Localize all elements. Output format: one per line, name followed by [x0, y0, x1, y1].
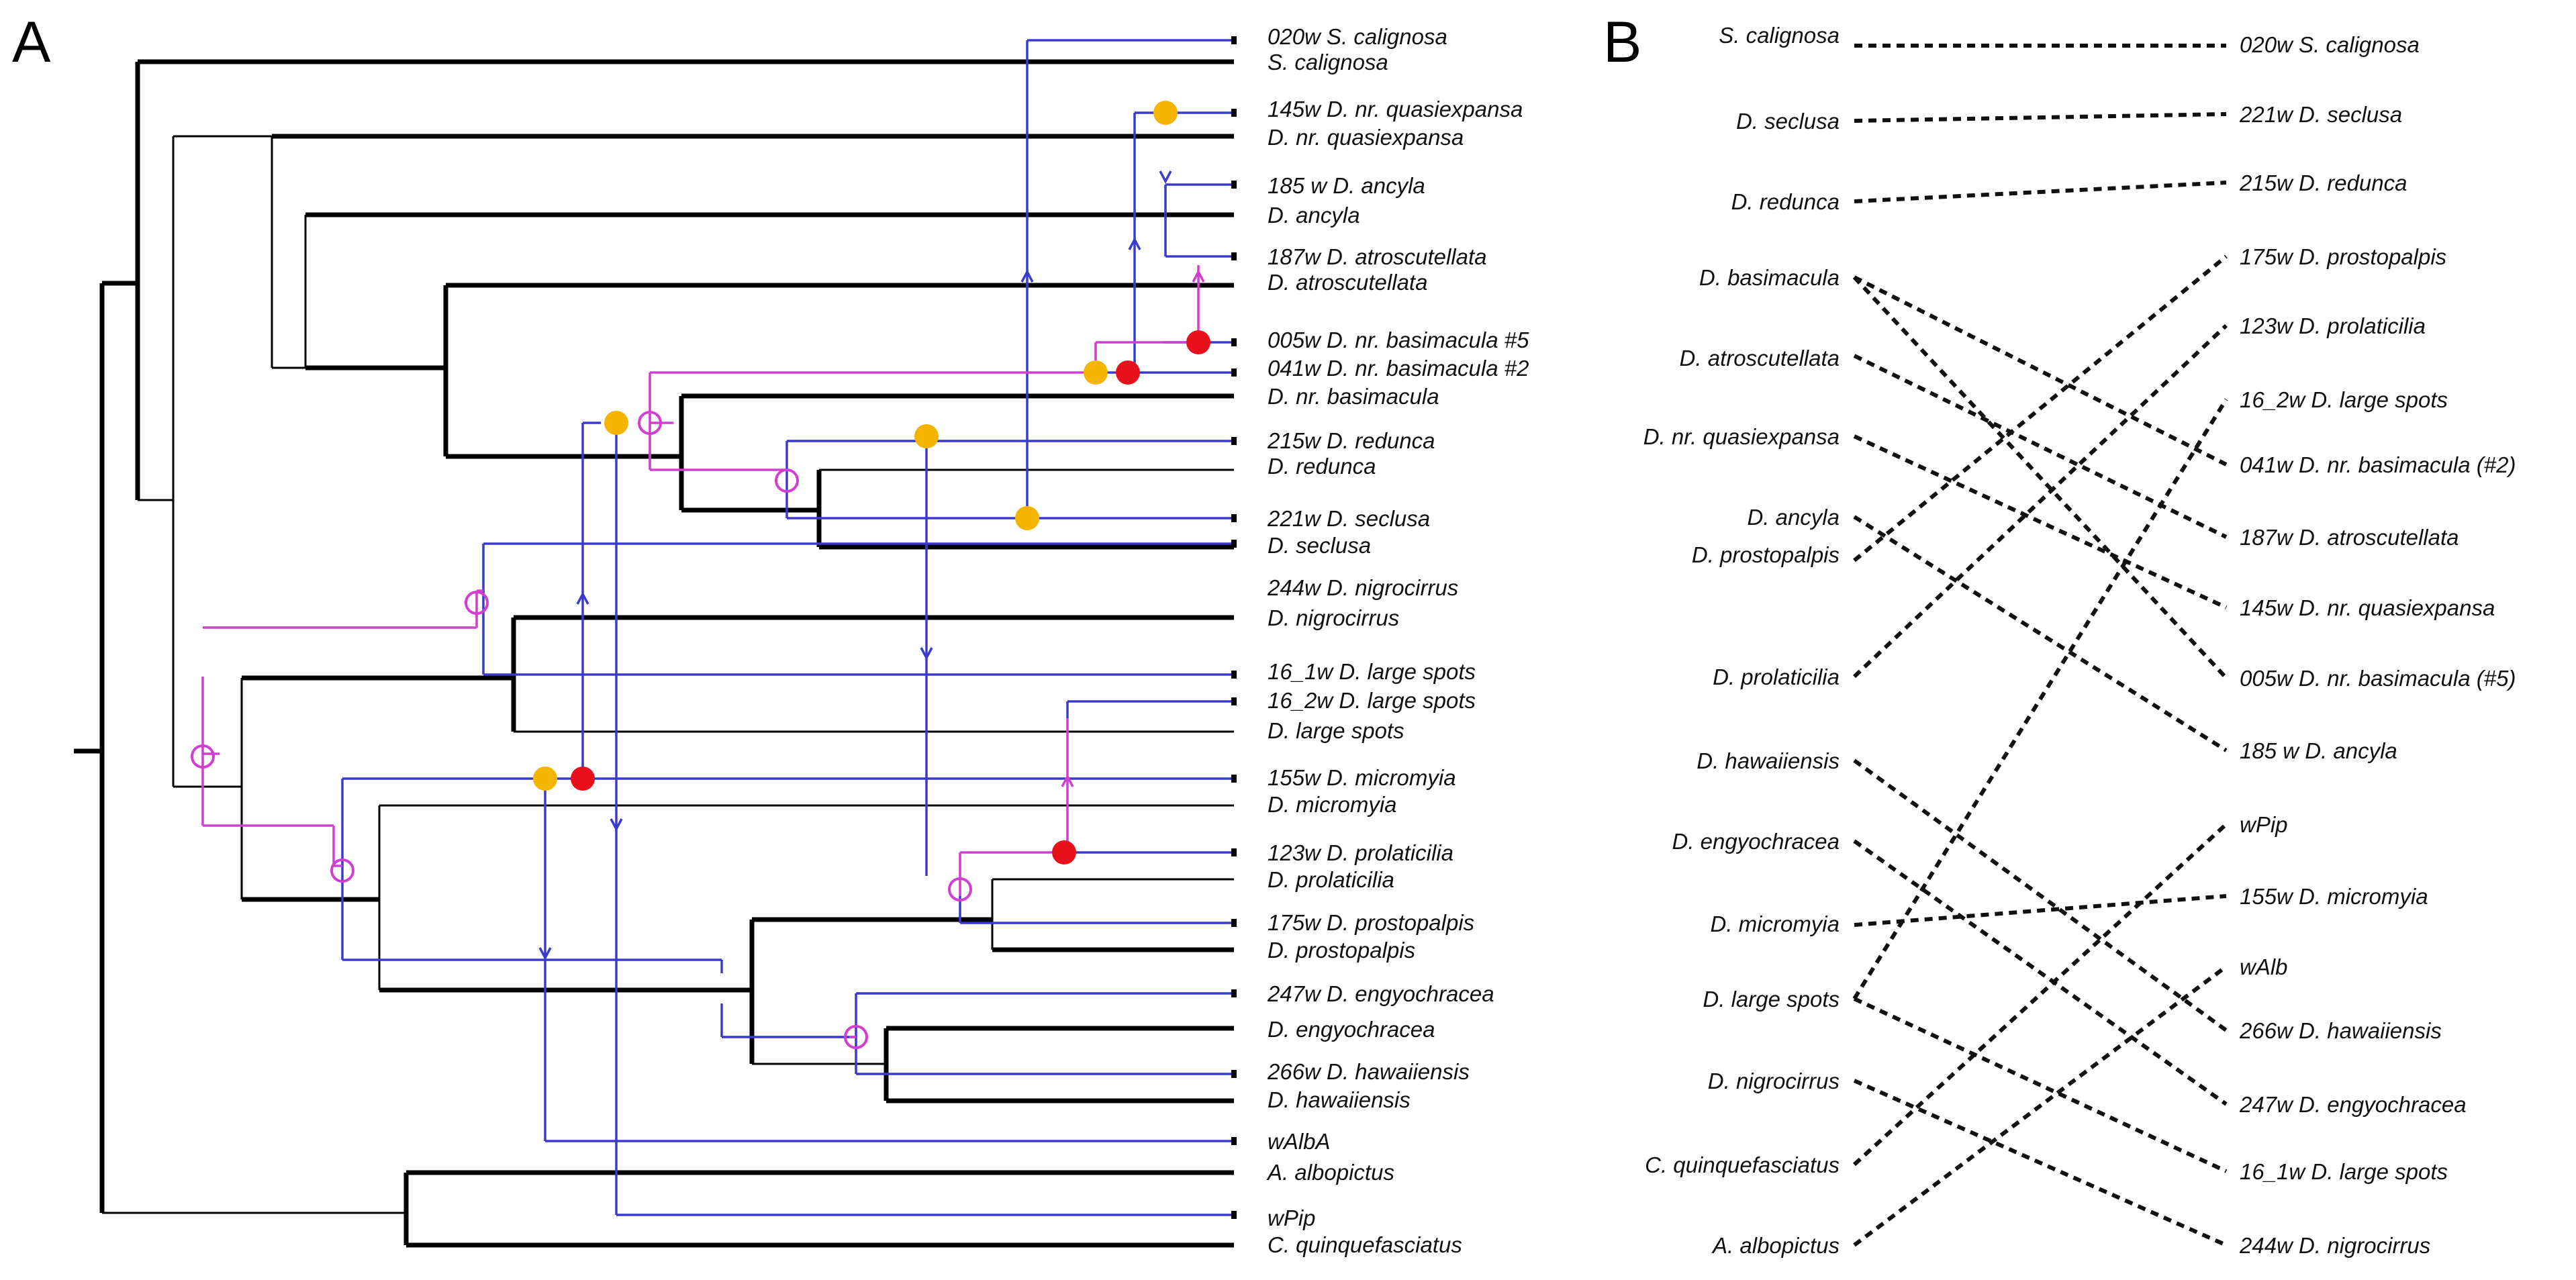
tangle-host-label: D. nr. quasiexpansa [1643, 424, 1840, 449]
tangle-symbiont-label: 020w S. calignosa [2240, 32, 2420, 57]
event-markers [191, 101, 1210, 1049]
tip-label: 221w D. seclusa [1267, 506, 1430, 531]
panel-label-b: B [1603, 10, 1641, 75]
symbiont-tree [341, 39, 1234, 1216]
tangle-symbiont-label: 145w D. nr. quasiexpansa [2240, 595, 2495, 620]
tangle-symbiont-label: 266w D. hawaiiensis [2239, 1018, 2442, 1043]
tangle-symbiont-label: wPip [2240, 812, 2288, 837]
tip-label: D. engyochracea [1268, 1017, 1435, 1042]
tangle-symbiont-label: 005w D. nr. basimacula (#5) [2240, 666, 2516, 691]
tip-label: 187w D. atroscutellata [1268, 244, 1487, 269]
tip-label: 005w D. nr. basimacula #5 [1268, 328, 1529, 352]
tangle-symbiont-label: 155w D. micromyia [2240, 884, 2428, 909]
loss-marker [1052, 840, 1076, 865]
host-tree [74, 59, 1234, 1248]
tip-label: A. albopictus [1266, 1160, 1394, 1185]
tip-label: 244w D. nigrocirrus [1267, 575, 1458, 600]
tangle-symbiont-label: 185 w D. ancyla [2240, 738, 2397, 763]
duplication-marker [914, 424, 939, 448]
tip-label: D. nr. quasiexpansa [1268, 125, 1464, 150]
tip-label: 185 w D. ancyla [1268, 173, 1425, 198]
tip-label: D. prostopalpis [1268, 938, 1415, 963]
tangle-host-label: D. atroscutellata [1680, 346, 1840, 371]
tip-label: D. ancyla [1268, 203, 1360, 228]
duplication-marker [1084, 360, 1108, 385]
panel-label-a: A [12, 10, 51, 75]
tip-label: wAlbA [1268, 1129, 1331, 1154]
tangle-symbiont-label: 244w D. nigrocirrus [2239, 1233, 2430, 1258]
tangle-host-label: D. seclusa [1736, 109, 1840, 134]
host-switch-node [465, 591, 489, 615]
tip-label: 155w D. micromyia [1268, 765, 1456, 790]
tangle-symbiont-label: 247w D. engyochracea [2239, 1092, 2467, 1117]
loss-marker [1186, 330, 1210, 354]
host-switch-node [638, 411, 662, 435]
host-switch-node [844, 1025, 868, 1049]
tip-label: D. redunca [1268, 454, 1376, 479]
duplication-marker [1015, 506, 1039, 530]
tangle-symbiont-label: 215w D. redunca [2239, 170, 2407, 195]
tangle-host-label: A. albopictus [1711, 1233, 1840, 1258]
host-switch-node [191, 744, 215, 769]
tip-label: 041w D. nr. basimacula #2 [1268, 356, 1529, 381]
tip-label: D. nr. basimacula [1268, 384, 1439, 409]
tanglegram-symbiont-labels: 020w S. calignosa 221w D. seclusa 215w D… [2239, 32, 2516, 1258]
tip-label: D. hawaiiensis [1268, 1087, 1411, 1112]
tanglegram-host-labels: S. calignosa D. seclusa D. redunca D. ba… [1643, 23, 1840, 1258]
tip-label: D. micromyia [1268, 792, 1397, 817]
tip-label: C. quinquefasciatus [1268, 1232, 1462, 1257]
tangle-host-label: D. basimacula [1699, 265, 1840, 290]
tip-label: 145w D. nr. quasiexpansa [1268, 97, 1523, 121]
tanglegram-links [1852, 44, 2228, 1247]
tip-label: D. nigrocirrus [1268, 605, 1399, 630]
tangle-host-label: D. large spots [1703, 987, 1840, 1012]
host-switch-node [775, 469, 799, 493]
tangle-symbiont-label: 16_2w D. large spots [2240, 387, 2448, 412]
tip-label: D. atroscutellata [1268, 270, 1427, 295]
tangle-symbiont-label: 041w D. nr. basimacula (#2) [2240, 452, 2516, 477]
tangle-symbiont-label: 16_1w D. large spots [2240, 1159, 2448, 1184]
tip-label: D. seclusa [1268, 533, 1371, 558]
host-switch-edges [201, 265, 1205, 1038]
loss-marker [1116, 360, 1140, 385]
tip-label: 215w D. redunca [1267, 428, 1435, 453]
tangle-symbiont-label: 221w D. seclusa [2239, 102, 2402, 127]
tip-label: 16_2w D. large spots [1268, 688, 1476, 713]
tip-label: D. large spots [1268, 718, 1404, 743]
tip-label: D. prolaticilia [1268, 867, 1394, 892]
tree-tip-labels: 020w S. calignosa S. calignosa 145w D. n… [1266, 24, 1529, 1257]
tip-markers [1231, 36, 1237, 1219]
tip-label: 123w D. prolaticilia [1268, 840, 1453, 865]
tangle-host-label: D. prolaticilia [1713, 664, 1840, 689]
tip-label: S. calignosa [1268, 50, 1388, 75]
tangle-host-label: D. engyochracea [1672, 829, 1840, 854]
tangle-symbiont-label: 175w D. prostopalpis [2240, 244, 2446, 269]
tangle-host-label: D. nigrocirrus [1708, 1069, 1840, 1093]
tangle-host-label: D. redunca [1731, 189, 1840, 214]
duplication-marker [1153, 101, 1178, 125]
duplication-marker [533, 767, 557, 791]
tangle-symbiont-label: wAlb [2240, 954, 2288, 979]
host-switch-node [948, 877, 972, 901]
tip-label: 16_1w D. large spots [1268, 659, 1476, 684]
tangle-host-label: D. micromyia [1710, 912, 1840, 936]
tip-label: 266w D. hawaiiensis [1267, 1059, 1470, 1084]
tangle-host-label: D. ancyla [1747, 505, 1840, 530]
tip-label: 247w D. engyochracea [1267, 981, 1494, 1006]
tip-label: 175w D. prostopalpis [1268, 910, 1474, 935]
loss-marker [571, 767, 595, 791]
tangle-host-label: D. hawaiiensis [1697, 748, 1840, 773]
tangle-host-label: D. prostopalpis [1692, 542, 1840, 567]
host-switch-node [330, 858, 354, 883]
tip-label: 020w S. calignosa [1268, 24, 1447, 49]
duplication-marker [604, 411, 628, 435]
tangle-symbiont-label: 187w D. atroscutellata [2240, 525, 2459, 550]
tangle-host-label: C. quinquefasciatus [1645, 1152, 1840, 1177]
tangle-symbiont-label: 123w D. prolaticilia [2240, 313, 2426, 338]
tangle-host-label: S. calignosa [1719, 23, 1840, 48]
tip-label: wPip [1268, 1205, 1316, 1230]
